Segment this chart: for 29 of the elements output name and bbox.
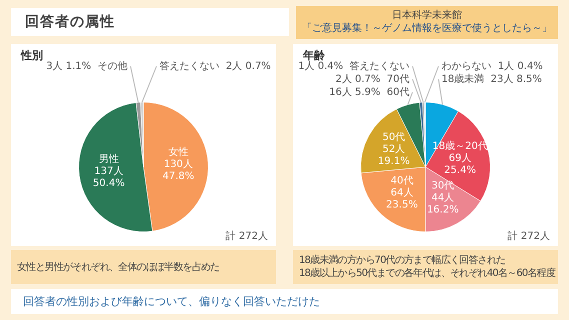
slice-label: 女性 [168, 146, 188, 158]
text: 日本科学未来館 [391, 9, 463, 22]
data-label: 52人 19.1% [378, 144, 410, 167]
slice-label: 40代 [390, 175, 414, 186]
data-label: 44人 16.2% [426, 192, 459, 216]
chart-title: 年齢 [303, 48, 325, 62]
data-label: 137人 50.4% [92, 166, 125, 190]
text: 「ご意見募集！～ゲノム情報を医療で使うとしたら～」 [301, 22, 553, 35]
text: 計 272人 [226, 230, 268, 243]
text: 回答者の属性 [25, 13, 116, 31]
chart-title: 性別 [21, 48, 43, 63]
slice-label: 16人 5.9% 60代 [329, 86, 410, 98]
text: 18歳以上から50代までの各年代は、それぞれ40名～60名程度 [299, 267, 556, 280]
slice-label: 男性 [98, 153, 119, 166]
slice-label: 2人 0.7% 70代 [335, 74, 410, 85]
slice-label: 答えたくない 2人 0.7% [160, 60, 271, 72]
slice-label: 18歳未満 23人 8.5% [442, 72, 542, 85]
text: 回答者の性別および年齢について、偏りなく回答いただけた [23, 294, 321, 309]
slice-label: 30代 [431, 180, 454, 192]
text: 女性と男性がそれぞれ、全体のほぼ半数を占めた [17, 260, 220, 274]
slice-label: わからない 1人 0.4% [442, 60, 543, 72]
slice-label: 1人 0.4% 答えたくない [298, 60, 410, 72]
data-label: 69人 25.4% [444, 153, 476, 176]
slice-label: 50代 [382, 132, 406, 143]
text: 18歳未満の方から70代の方まで幅広く回答された [299, 254, 506, 267]
text: 計 272人 [508, 230, 550, 243]
data-label: 64人 23.5% [386, 187, 418, 210]
slice-label: 3人 1.1% その他 [46, 60, 128, 72]
data-label: 130人 47.8% [162, 159, 194, 182]
